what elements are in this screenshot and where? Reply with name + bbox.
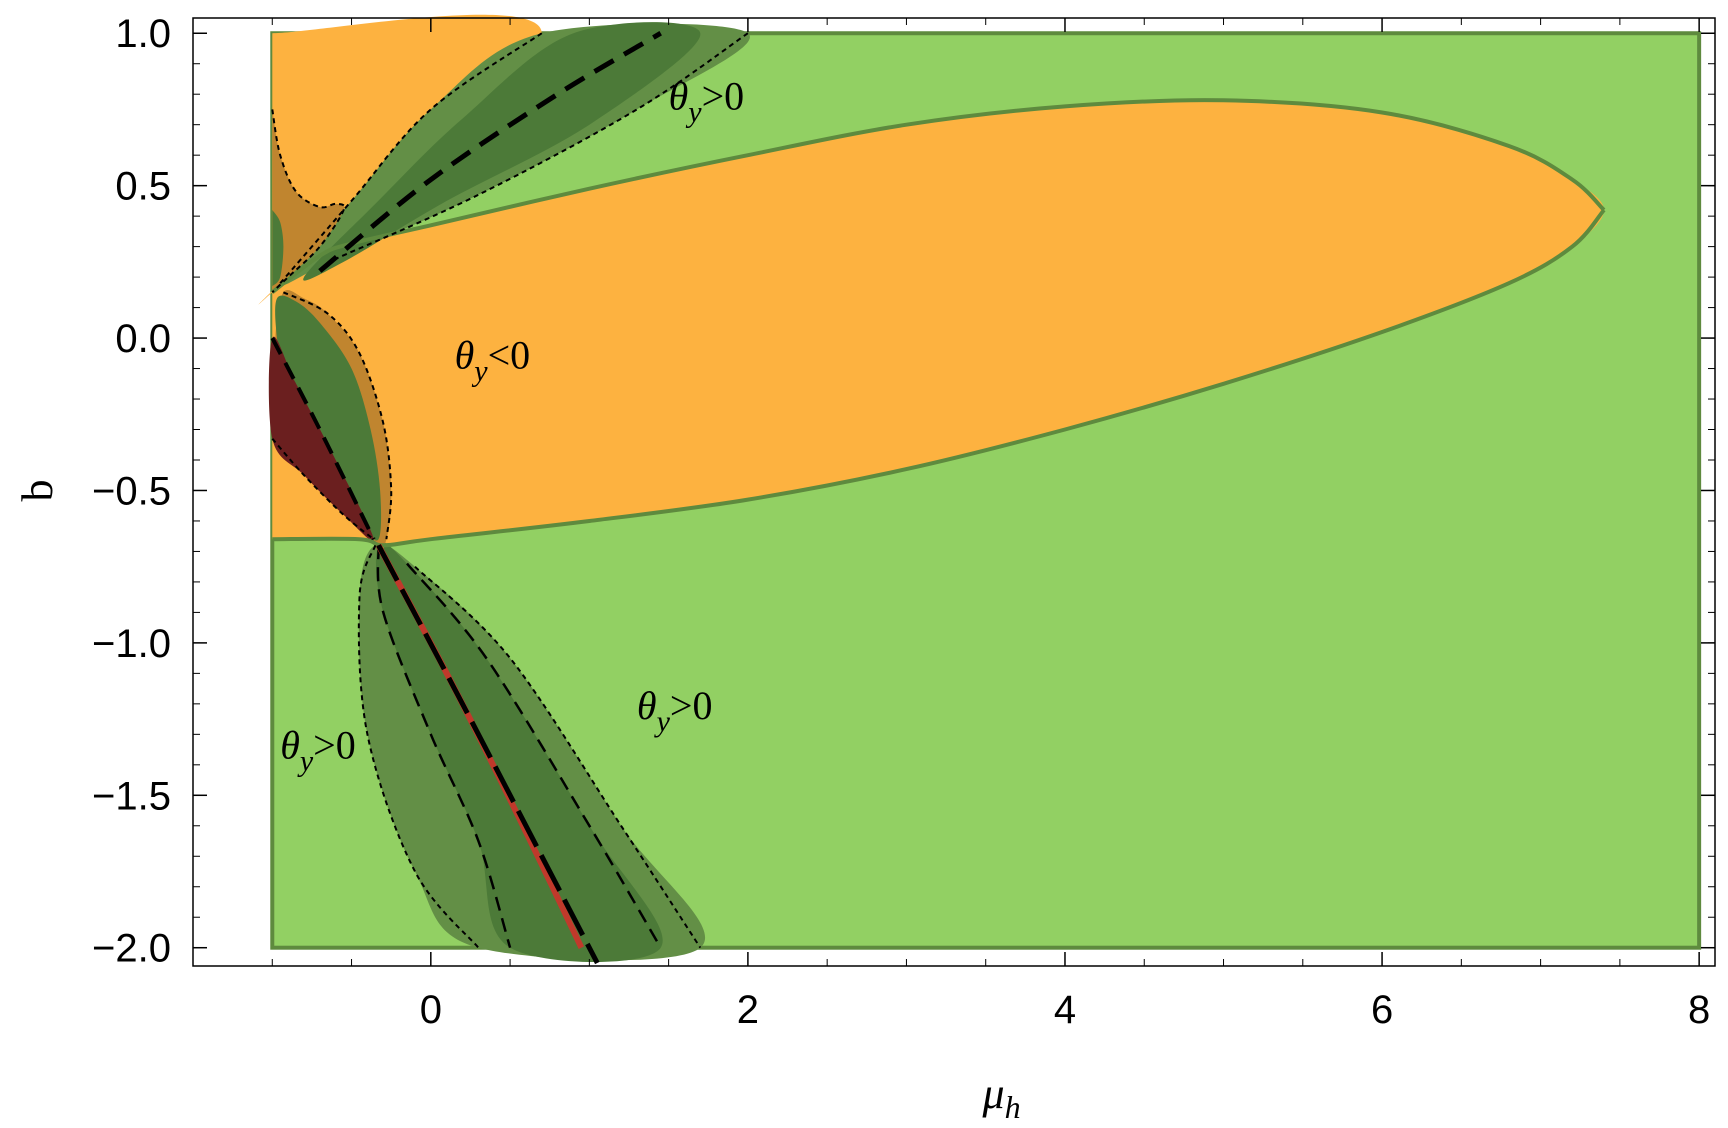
x-axis-title-subscript: h — [1005, 1089, 1021, 1125]
y-tick-label-1: 0.5 — [115, 165, 171, 209]
x-tick-label-0: 0 — [420, 988, 442, 1032]
region-label-symbol: θ — [637, 683, 657, 728]
y-tick-label-6: −2.0 — [92, 927, 171, 971]
region-label-symbol: θ — [455, 333, 475, 378]
region-label-subscript: y — [685, 95, 702, 128]
region-label-symbol: θ — [280, 723, 300, 768]
x-tick-label-1: 2 — [737, 988, 759, 1032]
region-label-relation: <0 — [488, 333, 531, 378]
x-tick-label-2: 4 — [1054, 988, 1076, 1032]
y-axis-title: b — [13, 479, 62, 501]
x-axis-title: μh — [982, 1069, 1021, 1125]
x-axis-title-symbol: μ — [982, 1069, 1005, 1118]
region-label-subscript: y — [297, 745, 314, 778]
y-tick-label-4: −1.0 — [92, 622, 171, 666]
y-tick-label-0: 1.0 — [115, 12, 171, 56]
region-label-subscript: y — [654, 705, 671, 738]
plot-regions — [258, 15, 1699, 962]
region-label-relation: >0 — [670, 683, 713, 728]
x-tick-label-4: 8 — [1688, 988, 1710, 1032]
region-label-relation: >0 — [702, 73, 745, 118]
region-label-subscript: y — [471, 355, 488, 388]
region-label-relation: >0 — [313, 723, 356, 768]
region-label-symbol: θ — [669, 73, 689, 118]
y-tick-label-5: −1.5 — [92, 774, 171, 818]
x-tick-label-3: 6 — [1371, 988, 1393, 1032]
y-tick-label-3: −0.5 — [92, 469, 171, 513]
y-tick-label-2: 0.0 — [115, 317, 171, 361]
